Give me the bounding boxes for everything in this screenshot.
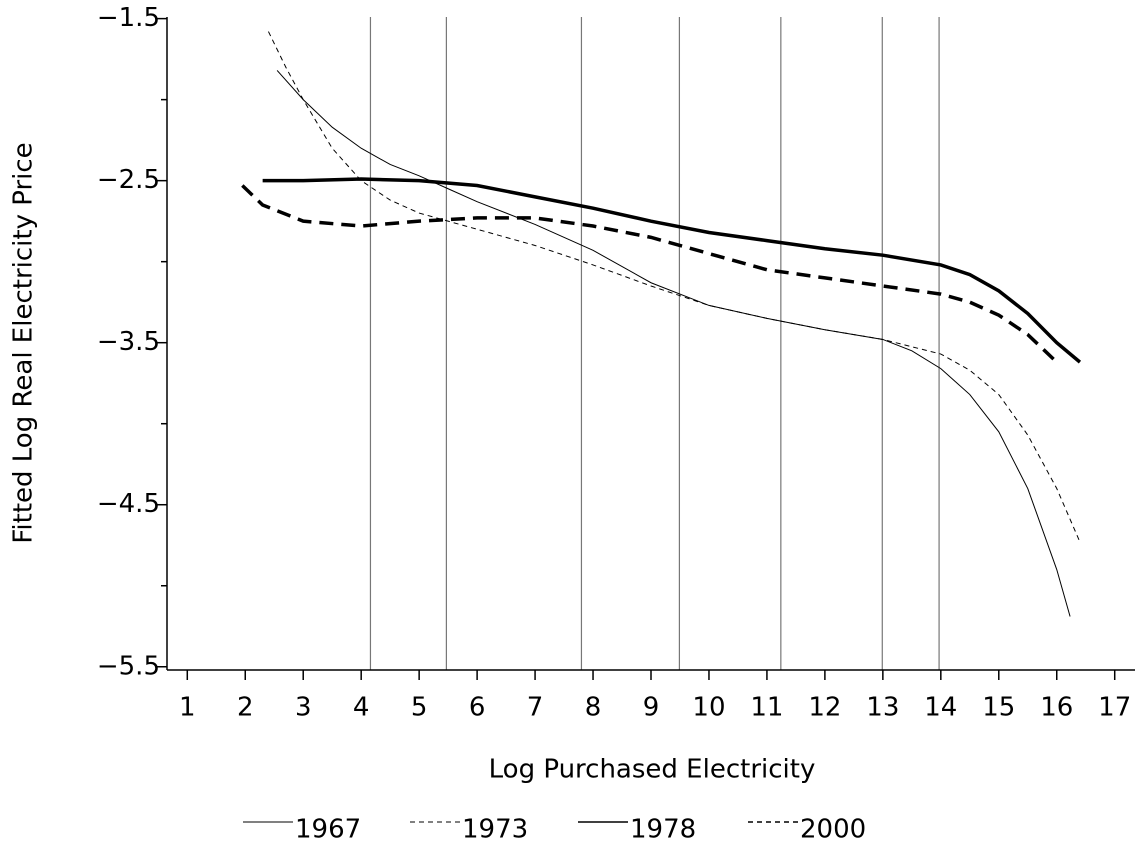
legend-label: 1967	[295, 815, 361, 845]
x-tick-label: 8	[585, 693, 602, 723]
y-tick-label: −3.5	[97, 327, 160, 357]
x-tick-label: 2	[237, 693, 254, 723]
legend-label: 2000	[800, 815, 866, 845]
x-tick-label: 9	[643, 693, 660, 723]
series-line	[276, 70, 1071, 617]
series-line	[262, 177, 1082, 364]
x-tick-label: 4	[353, 693, 370, 723]
legend-label: 1973	[462, 815, 528, 845]
y-axis-label: Fitted Log Real Electricity Price	[9, 142, 39, 543]
x-tick-label: 6	[469, 693, 486, 723]
x-tick-label: 12	[808, 693, 841, 723]
x-tick-label: 5	[411, 693, 428, 723]
x-tick-label: 14	[924, 693, 957, 723]
series-line	[267, 31, 1081, 543]
x-tick-label: 17	[1098, 693, 1131, 723]
x-tick-label: 15	[982, 693, 1015, 723]
y-tick-label: −2.5	[97, 165, 160, 195]
x-tick-label: 7	[527, 693, 544, 723]
x-tick-label: 11	[750, 693, 783, 723]
x-axis-label: Log Purchased Electricity	[489, 755, 816, 785]
legend-label: 1978	[630, 815, 696, 845]
y-tick-label: −1.5	[97, 3, 160, 33]
series-line	[241, 184, 1058, 364]
y-tick-label: −5.5	[97, 651, 160, 681]
y-tick-label: −4.5	[97, 489, 160, 519]
x-tick-label: 16	[1040, 693, 1073, 723]
x-tick-label: 1	[179, 693, 196, 723]
x-tick-label: 3	[295, 693, 312, 723]
x-tick-label: 10	[692, 693, 725, 723]
x-tick-label: 13	[866, 693, 899, 723]
